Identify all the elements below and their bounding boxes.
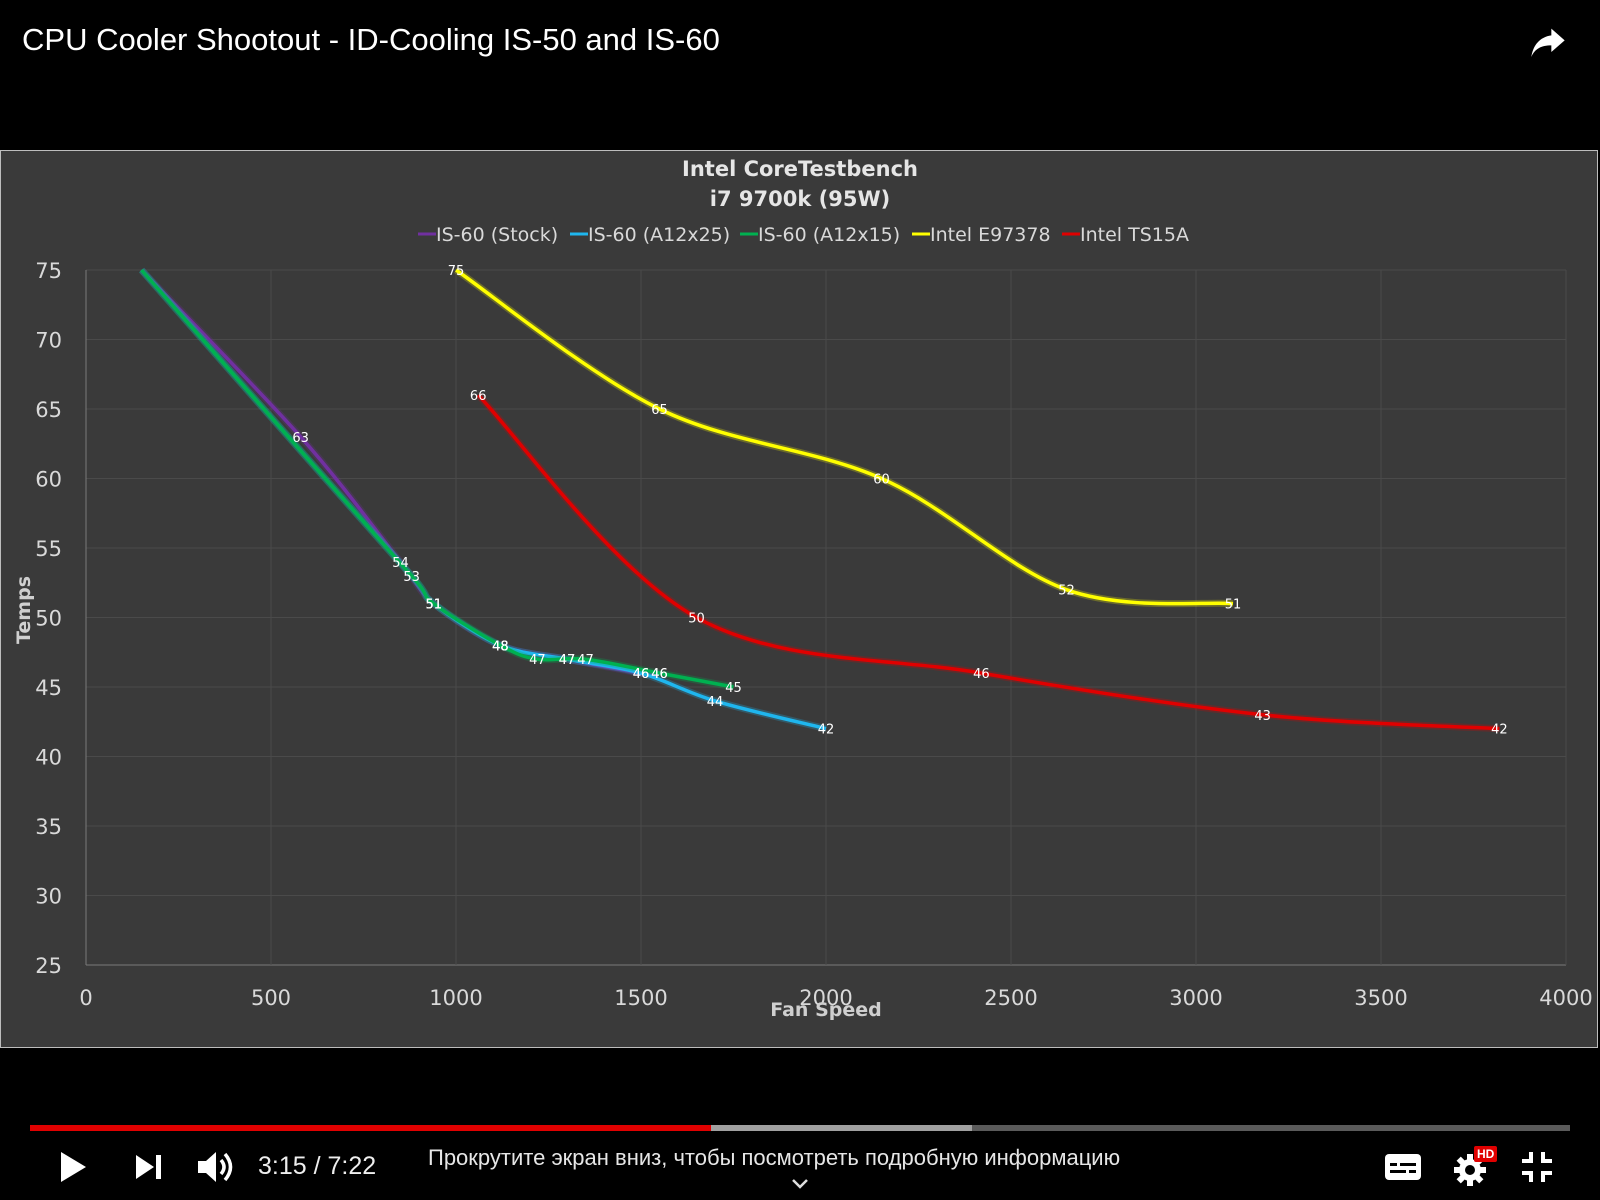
- subtitles-icon: [1385, 1154, 1421, 1180]
- data-label: 46: [973, 667, 990, 682]
- exit-fullscreen-button[interactable]: [1520, 1150, 1558, 1186]
- volume-icon: [198, 1152, 233, 1182]
- legend-entry: Intel TS15A: [1080, 224, 1189, 246]
- series-line-glow: [138, 267, 660, 678]
- chart-frame: [0, 150, 1598, 1048]
- data-label: 47: [559, 653, 576, 668]
- data-label: 51: [426, 598, 443, 613]
- y-tick-label: 40: [35, 746, 62, 770]
- data-label: 54: [392, 556, 409, 571]
- chevron-down-icon: [792, 1179, 808, 1189]
- data-label: 48: [492, 639, 509, 654]
- axis-ticks: 25 30 35 40 45 50 55 60 65 70 75 0 500 1000 1500 2000 25…: [35, 259, 1592, 1010]
- series-line-glow: [138, 267, 827, 733]
- data-label: 43: [1254, 709, 1271, 724]
- x-tick-label: 1500: [614, 986, 667, 1010]
- subtitles-button[interactable]: [1384, 1152, 1424, 1186]
- data-label: 44: [707, 695, 724, 710]
- y-tick-label: 50: [35, 607, 62, 631]
- y-tick-label: 25: [35, 954, 62, 978]
- data-label: 65: [651, 403, 668, 418]
- data-label: 46: [651, 667, 668, 682]
- data-label: 75: [448, 264, 465, 279]
- x-tick-label: 500: [251, 986, 291, 1010]
- gear-icon: [1454, 1154, 1486, 1186]
- volume-button[interactable]: [196, 1148, 240, 1188]
- share-button[interactable]: [1528, 22, 1578, 72]
- series-line: [455, 268, 1234, 606]
- data-label: 47: [529, 653, 546, 668]
- grid-lines: [85, 269, 1567, 966]
- data-label: 50: [688, 612, 705, 627]
- chart-series: [138, 267, 1500, 733]
- legend-entry: IS-60 (Stock): [436, 224, 558, 246]
- x-tick-label: 3000: [1169, 986, 1222, 1010]
- chart-subtitle: i7 9700k (95W): [710, 187, 890, 211]
- chart-legend: IS-60 (Stock) IS-60 (A12x25) IS-60 (A12x15…: [418, 224, 1189, 246]
- x-tick-label: 4000: [1539, 986, 1592, 1010]
- legend-entry: IS-60 (A12x15): [758, 224, 900, 246]
- scroll-hint-chevron[interactable]: [790, 1175, 810, 1193]
- data-label: 51: [1225, 598, 1242, 613]
- settings-button[interactable]: HD: [1452, 1146, 1498, 1188]
- series-line: [140, 268, 827, 731]
- x-tick-label: 2000: [799, 986, 852, 1010]
- share-arrow-icon: [1531, 28, 1565, 57]
- data-label: 60: [873, 473, 890, 488]
- exit-fullscreen-icon: [1522, 1152, 1552, 1182]
- next-button[interactable]: [134, 1152, 170, 1184]
- play-button[interactable]: [58, 1150, 94, 1186]
- data-label: 46: [633, 667, 650, 682]
- y-tick-label: 70: [35, 329, 62, 353]
- progress-bar[interactable]: [30, 1125, 1570, 1131]
- x-tick-label: 1000: [429, 986, 482, 1010]
- data-label: 42: [1491, 723, 1508, 738]
- scroll-hint[interactable]: Прокрутите экран вниз, чтобы посмотреть …: [428, 1145, 1121, 1170]
- line-chart: Intel CoreTestbench i7 9700k (95W) IS-60…: [13, 157, 1593, 1021]
- data-label: 52: [1058, 584, 1075, 599]
- next-icon: [136, 1155, 161, 1179]
- x-axis-label: Fan Speed: [770, 999, 882, 1021]
- series-line-glow: [454, 267, 1234, 608]
- data-label: 46: [633, 667, 650, 682]
- series-line: [140, 268, 660, 676]
- data-label: 48: [492, 639, 509, 654]
- data-label: 53: [403, 570, 420, 585]
- data-label: 46: [651, 667, 668, 682]
- x-tick-label: 3500: [1354, 986, 1407, 1010]
- y-tick-label: 65: [35, 398, 62, 422]
- y-tick-label: 35: [35, 815, 62, 839]
- y-tick-label: 75: [35, 259, 62, 283]
- hd-badge: HD: [1474, 1146, 1498, 1162]
- x-tick-label: 0: [79, 986, 92, 1010]
- y-tick-label: 30: [35, 885, 62, 909]
- x-tick-label: 2500: [984, 986, 1037, 1010]
- data-label: 47: [559, 653, 576, 668]
- y-axis-label: Temps: [13, 576, 35, 644]
- series-line: [140, 268, 734, 689]
- legend-entry: Intel E97378: [930, 224, 1051, 246]
- data-label: 48: [492, 639, 509, 654]
- chart-title: Intel CoreTestbench: [682, 157, 918, 181]
- legend-entry: IS-60 (A12x25): [588, 224, 730, 246]
- y-tick-label: 60: [35, 468, 62, 492]
- data-label: 51: [426, 598, 443, 613]
- progress-played: [30, 1125, 712, 1131]
- y-tick-label: 55: [35, 537, 62, 561]
- play-icon: [61, 1152, 86, 1182]
- video-title: CPU Cooler Shootout - ID-Cooling IS-50 a…: [22, 22, 720, 57]
- y-tick-label: 45: [35, 676, 62, 700]
- data-label: 42: [818, 723, 835, 738]
- data-label: 51: [426, 598, 443, 613]
- time-display: 3:15 / 7:22: [258, 1152, 377, 1180]
- series-line: [476, 393, 1500, 731]
- data-label: 66: [470, 389, 487, 404]
- data-label: 63: [292, 431, 309, 446]
- data-label: 47: [577, 653, 594, 668]
- data-label: 45: [725, 681, 742, 696]
